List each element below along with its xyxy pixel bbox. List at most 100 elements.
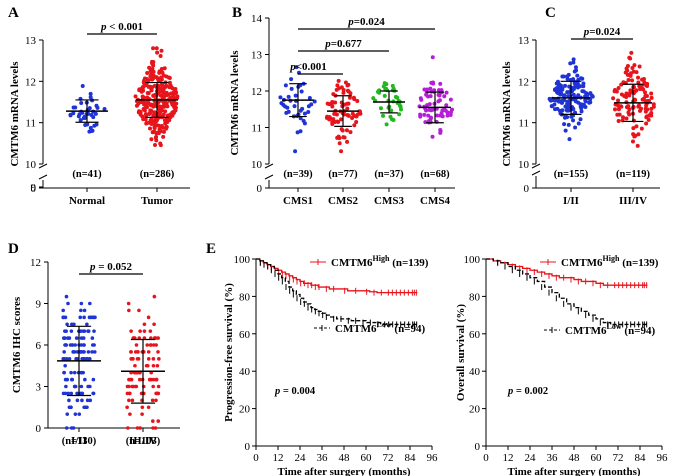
data-point [649, 91, 654, 96]
y-tick-label: 0 [475, 441, 481, 453]
data-point [137, 377, 142, 382]
data-point [153, 426, 158, 430]
data-point [156, 384, 161, 389]
y-tick-label: 10 [518, 159, 530, 171]
x-tick-label: 0 [253, 452, 259, 464]
data-point [80, 398, 84, 403]
data-point [170, 113, 175, 118]
data-point [636, 75, 641, 80]
data-point [69, 391, 74, 396]
data-point [138, 426, 143, 430]
data-point [152, 143, 157, 148]
y-tick-label: 11 [251, 123, 262, 135]
panel-A: CMTM6 mRNA levels 09 10 11 12 13 Normal (n=41) T… [9, 21, 190, 207]
data-point [168, 83, 173, 88]
data-point [82, 405, 86, 410]
x-tick-label: 24 [525, 452, 537, 464]
data-point [69, 329, 74, 333]
data-point [635, 143, 640, 148]
data-point [294, 65, 299, 70]
data-point [135, 426, 140, 430]
data-point [74, 336, 79, 340]
x-tick-label: I/II [71, 435, 87, 447]
x-tick-label: 84 [635, 452, 647, 464]
data-point [384, 122, 389, 127]
data-point [624, 116, 629, 121]
data-point [573, 99, 578, 104]
data-point [573, 125, 578, 130]
data-point [649, 106, 654, 111]
y-tick-label: 10 [25, 159, 37, 171]
data-point [568, 61, 573, 66]
data-point [634, 124, 639, 129]
data-point [547, 96, 552, 101]
data-point [147, 65, 152, 70]
data-point [127, 384, 131, 389]
data-point [649, 95, 654, 100]
y-tick-label: 100 [234, 254, 251, 266]
data-point [142, 322, 147, 327]
data-point [152, 322, 156, 327]
data-point [559, 91, 564, 96]
data-point [565, 115, 570, 120]
data-point [151, 363, 156, 368]
data-point [613, 107, 618, 112]
data-point [426, 113, 431, 118]
data-point [298, 116, 303, 121]
data-point [330, 104, 335, 109]
x-tick-label: III/IV [129, 435, 157, 447]
data-point [140, 412, 144, 416]
data-point [164, 126, 169, 131]
data-point [345, 101, 350, 106]
data-point [154, 46, 159, 51]
data-point [69, 426, 74, 430]
data-point [85, 322, 89, 327]
x-tick-label: CMS1 [283, 195, 313, 207]
data-point [630, 66, 635, 71]
y-axis-label: CMTM6 mRNA levels [229, 50, 241, 156]
data-point [330, 121, 335, 126]
y-tick-label: 12 [25, 76, 36, 88]
data-point [136, 101, 141, 106]
data-point [161, 92, 166, 97]
data-point [171, 93, 176, 98]
data-point [145, 343, 150, 347]
data-point [560, 86, 565, 91]
data-point [630, 78, 635, 83]
data-point [161, 73, 166, 78]
data-point [624, 95, 629, 100]
data-point [129, 357, 133, 361]
data-point [611, 96, 616, 101]
data-point [634, 88, 639, 93]
data-point [62, 370, 66, 375]
legend-label: CMTM6Low (n=94) [565, 322, 655, 337]
x-tick-label: 12 [503, 452, 514, 464]
data-point [626, 110, 631, 115]
data-point [62, 336, 66, 340]
data-point [93, 111, 98, 116]
x-tick-label: 72 [383, 452, 394, 464]
data-point [78, 315, 83, 320]
data-point [142, 100, 147, 105]
data-point [102, 106, 107, 111]
data-point [90, 350, 94, 354]
y-tick-label: 6 [36, 340, 42, 352]
y-tick-label: 0 [36, 423, 42, 435]
data-point [126, 426, 130, 430]
data-point [292, 104, 297, 109]
data-point [154, 377, 158, 382]
data-point [618, 104, 623, 109]
data-point [341, 88, 346, 93]
data-point [626, 78, 631, 83]
data-point [155, 50, 160, 55]
data-point [139, 86, 144, 91]
data-point [75, 357, 79, 361]
count-label: (n=77) [328, 169, 358, 180]
axis-break-mark [531, 163, 541, 176]
data-point [148, 343, 153, 347]
data-point [149, 137, 154, 142]
data-point [89, 129, 94, 134]
data-point [143, 112, 148, 117]
data-point [159, 77, 164, 82]
data-point [62, 350, 66, 354]
